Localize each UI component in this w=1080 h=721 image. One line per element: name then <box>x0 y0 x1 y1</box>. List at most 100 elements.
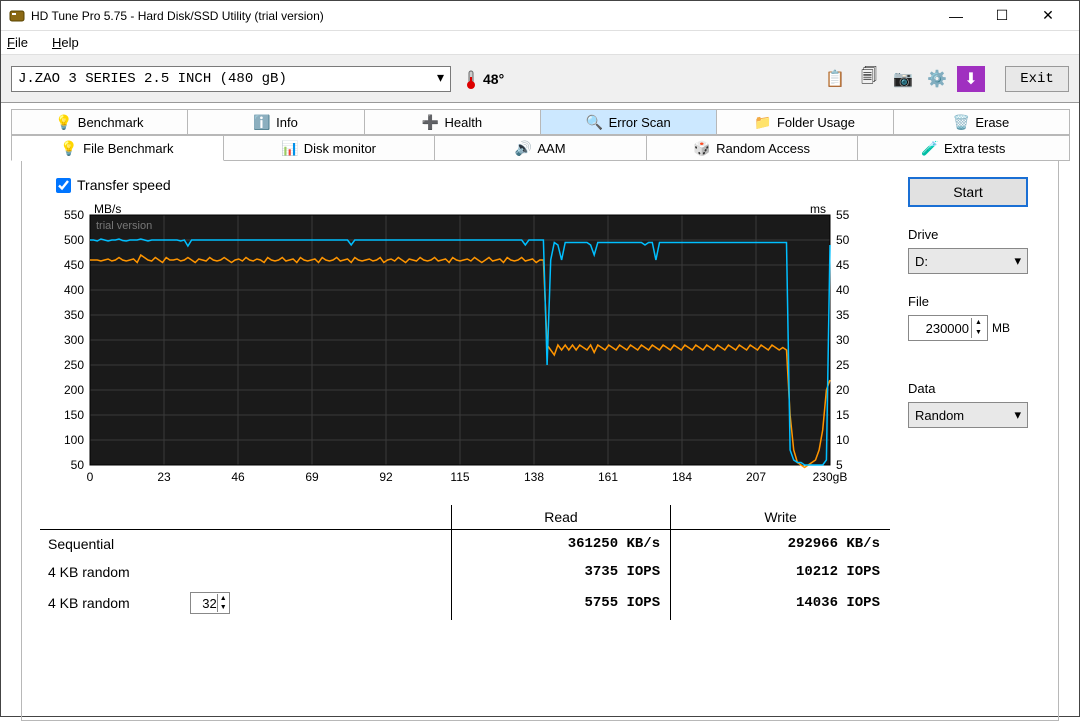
temperature-display: 48° <box>463 69 504 89</box>
titlebar: HD Tune Pro 5.75 - Hard Disk/SSD Utility… <box>1 1 1079 31</box>
drive-combo[interactable]: D: ▾ <box>908 248 1028 274</box>
svg-text:46: 46 <box>231 470 245 484</box>
drive-label: Drive <box>908 227 1040 242</box>
svg-text:161: 161 <box>598 470 618 484</box>
tab-icon: 🔍 <box>587 114 603 130</box>
svg-text:10: 10 <box>836 433 850 447</box>
file-size-value[interactable] <box>909 321 971 336</box>
tab-icon: 📊 <box>282 140 298 156</box>
tab-icon: 💡 <box>61 140 77 156</box>
tab-extra-tests[interactable]: 🧪Extra tests <box>857 135 1070 161</box>
svg-text:50: 50 <box>836 233 850 247</box>
svg-text:15: 15 <box>836 408 850 422</box>
svg-text:35: 35 <box>836 308 850 322</box>
spinner-arrows[interactable]: ▲▼ <box>971 318 985 338</box>
svg-text:115: 115 <box>450 470 469 484</box>
save-icon[interactable]: ⬇ <box>957 66 985 92</box>
svg-text:MB/s: MB/s <box>94 202 121 216</box>
options-icon[interactable]: ⚙️ <box>923 66 951 92</box>
svg-text:184: 184 <box>672 470 692 484</box>
chevron-down-icon: ▾ <box>1014 253 1021 269</box>
data-combo[interactable]: Random ▾ <box>908 402 1028 428</box>
svg-text:45: 45 <box>836 258 850 272</box>
tab-icon: 🔊 <box>515 140 531 156</box>
svg-text:92: 92 <box>379 470 393 484</box>
svg-text:ms: ms <box>810 202 826 216</box>
file-size-input[interactable]: ▲▼ <box>908 315 988 341</box>
svg-text:207: 207 <box>746 470 766 484</box>
screenshot-icon[interactable]: 📷 <box>889 66 917 92</box>
drive-select-value: J.ZAO 3 SERIES 2.5 INCH (480 gB) <box>18 71 287 87</box>
tab-file-benchmark[interactable]: 💡File Benchmark <box>11 135 224 161</box>
copy-info-icon[interactable]: 📋 <box>821 66 849 92</box>
svg-text:138: 138 <box>524 470 544 484</box>
svg-text:200: 200 <box>64 383 84 397</box>
file-label: File <box>908 294 1040 309</box>
tab-icon: 💡 <box>56 114 72 130</box>
svg-text:500: 500 <box>64 233 84 247</box>
svg-text:20: 20 <box>836 383 850 397</box>
tab-benchmark[interactable]: 💡Benchmark <box>11 109 188 135</box>
tab-health[interactable]: ➕Health <box>364 109 541 135</box>
chevron-down-icon: ▾ <box>1014 407 1021 423</box>
tab-icon: ➕ <box>423 114 439 130</box>
svg-text:450: 450 <box>64 258 84 272</box>
tabs-area: 💡Benchmarkℹ️Info➕Health🔍Error Scan📁Folde… <box>1 103 1079 721</box>
svg-text:0: 0 <box>87 470 94 484</box>
file-size-unit: MB <box>992 321 1010 335</box>
transfer-chart: 5051001015015200202502530030350354004045… <box>40 199 870 497</box>
toolbar: J.ZAO 3 SERIES 2.5 INCH (480 gB) ▾ 48° 📋… <box>1 55 1079 103</box>
svg-text:230gB: 230gB <box>813 470 848 484</box>
tab-icon: 🗑️ <box>953 114 969 130</box>
tab-folder-usage[interactable]: 📁Folder Usage <box>716 109 893 135</box>
tab-random-access[interactable]: 🎲Random Access <box>646 135 859 161</box>
tab-info[interactable]: ℹ️Info <box>187 109 364 135</box>
svg-text:55: 55 <box>836 208 850 222</box>
menu-help[interactable]: Help <box>52 35 79 50</box>
tab-icon: 📁 <box>755 114 771 130</box>
svg-text:30: 30 <box>836 333 850 347</box>
chart-area: 5051001015015200202502530030350354004045… <box>40 199 890 497</box>
tab-row-2: 💡File Benchmark📊Disk monitor🔊AAM🎲Random … <box>11 135 1069 161</box>
tab-content: Transfer speed 5051001015015200202502530… <box>21 161 1059 721</box>
svg-text:400: 400 <box>64 283 84 297</box>
menu-file[interactable]: File <box>7 35 28 50</box>
data-label: Data <box>908 381 1040 396</box>
start-button[interactable]: Start <box>908 177 1028 207</box>
maximize-button[interactable]: ☐ <box>979 1 1025 31</box>
svg-text:150: 150 <box>64 408 84 422</box>
svg-text:25: 25 <box>836 358 850 372</box>
chevron-down-icon: ▾ <box>437 70 444 87</box>
tab-row-1: 💡Benchmarkℹ️Info➕Health🔍Error Scan📁Folde… <box>11 109 1069 135</box>
tab-aam[interactable]: 🔊AAM <box>434 135 647 161</box>
controls-panel: Start Drive D: ▾ File ▲▼ MB Data Random … <box>890 177 1040 704</box>
copy-screenshot-icon[interactable]: 🗐 <box>855 66 883 92</box>
minimize-button[interactable]: — <box>933 1 979 31</box>
svg-text:trial version: trial version <box>96 220 152 232</box>
temperature-value: 48° <box>483 71 504 87</box>
svg-text:50: 50 <box>71 458 85 472</box>
drive-select[interactable]: J.ZAO 3 SERIES 2.5 INCH (480 gB) ▾ <box>11 66 451 92</box>
tab-disk-monitor[interactable]: 📊Disk monitor <box>223 135 436 161</box>
window-title: HD Tune Pro 5.75 - Hard Disk/SSD Utility… <box>31 9 933 23</box>
svg-text:23: 23 <box>157 470 171 484</box>
tab-erase[interactable]: 🗑️Erase <box>893 109 1070 135</box>
tab-icon: 🧪 <box>922 140 938 156</box>
queue-depth-spinner[interactable]: ▲▼ <box>190 592 230 614</box>
transfer-speed-check[interactable] <box>56 178 71 193</box>
menubar: File Help <box>1 31 1079 55</box>
tab-icon: ℹ️ <box>254 114 270 130</box>
svg-text:250: 250 <box>64 358 84 372</box>
exit-button[interactable]: Exit <box>1005 66 1069 92</box>
results-table: ReadWriteSequential 361250 KB/s 292966 K… <box>40 505 890 620</box>
svg-text:69: 69 <box>305 470 319 484</box>
tab-error-scan[interactable]: 🔍Error Scan <box>540 109 717 135</box>
tab-icon: 🎲 <box>694 140 710 156</box>
svg-text:100: 100 <box>64 433 84 447</box>
svg-text:550: 550 <box>64 208 84 222</box>
svg-text:350: 350 <box>64 308 84 322</box>
close-button[interactable]: ✕ <box>1025 1 1071 31</box>
svg-text:300: 300 <box>64 333 84 347</box>
drive-combo-value: D: <box>915 254 928 269</box>
transfer-speed-checkbox[interactable]: Transfer speed <box>56 177 890 193</box>
